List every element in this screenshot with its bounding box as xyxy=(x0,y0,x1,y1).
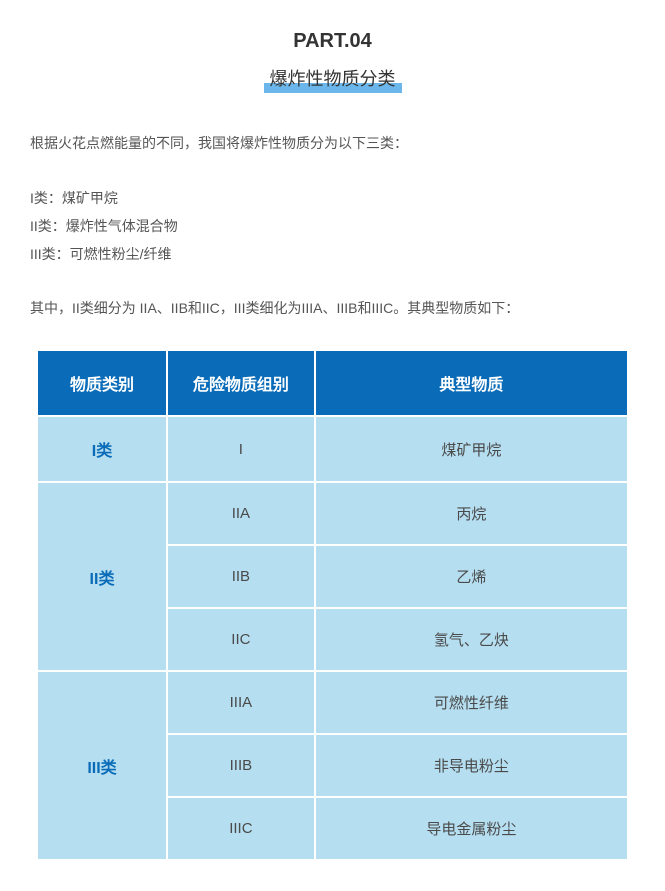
group-cell: IIC xyxy=(167,608,315,671)
table-header: 危险物质组别 xyxy=(167,350,315,416)
table-row: I类 I 煤矿甲烷 xyxy=(37,416,628,482)
substance-cell: 乙烯 xyxy=(315,545,628,608)
table-header: 典型物质 xyxy=(315,350,628,416)
list-item: I类：煤矿甲烷 xyxy=(30,184,635,212)
table-row: II类 IIA 丙烷 xyxy=(37,482,628,545)
list-item: III类：可燃性粉尘/纤维 xyxy=(30,240,635,268)
substance-cell: 丙烷 xyxy=(315,482,628,545)
substance-cell: 煤矿甲烷 xyxy=(315,416,628,482)
classification-table: 物质类别 危险物质组别 典型物质 I类 I 煤矿甲烷 II类 IIA 丙烷 II… xyxy=(36,349,629,861)
group-cell: IIIA xyxy=(167,671,315,734)
table-header: 物质类别 xyxy=(37,350,167,416)
group-cell: IIA xyxy=(167,482,315,545)
intro-paragraph: 根据火花点燃能量的不同，我国将爆炸性物质分为以下三类： xyxy=(30,131,635,156)
sub-note-paragraph: 其中，II类细分为 IIA、IIB和IIC，III类细化为IIIA、IIIB和I… xyxy=(30,296,635,321)
table-row: III类 IIIA 可燃性纤维 xyxy=(37,671,628,734)
substance-cell: 氢气、乙炔 xyxy=(315,608,628,671)
substance-cell: 非导电粉尘 xyxy=(315,734,628,797)
table-header-row: 物质类别 危险物质组别 典型物质 xyxy=(37,350,628,416)
substance-cell: 导电金属粉尘 xyxy=(315,797,628,860)
category-cell: III类 xyxy=(37,671,167,860)
part-label: PART.04 xyxy=(30,30,635,53)
title-wrap: 爆炸性物质分类 xyxy=(30,65,635,91)
classification-table-wrap: 物质类别 危险物质组别 典型物质 I类 I 煤矿甲烷 II类 IIA 丙烷 II… xyxy=(30,349,635,861)
group-cell: IIIB xyxy=(167,734,315,797)
substance-cell: 可燃性纤维 xyxy=(315,671,628,734)
page-title: 爆炸性物质分类 xyxy=(264,65,402,91)
category-cell: I类 xyxy=(37,416,167,482)
category-list: I类：煤矿甲烷 II类：爆炸性气体混合物 III类：可燃性粉尘/纤维 xyxy=(30,184,635,268)
list-item: II类：爆炸性气体混合物 xyxy=(30,212,635,240)
group-cell: IIB xyxy=(167,545,315,608)
category-cell: II类 xyxy=(37,482,167,671)
group-cell: I xyxy=(167,416,315,482)
group-cell: IIIC xyxy=(167,797,315,860)
